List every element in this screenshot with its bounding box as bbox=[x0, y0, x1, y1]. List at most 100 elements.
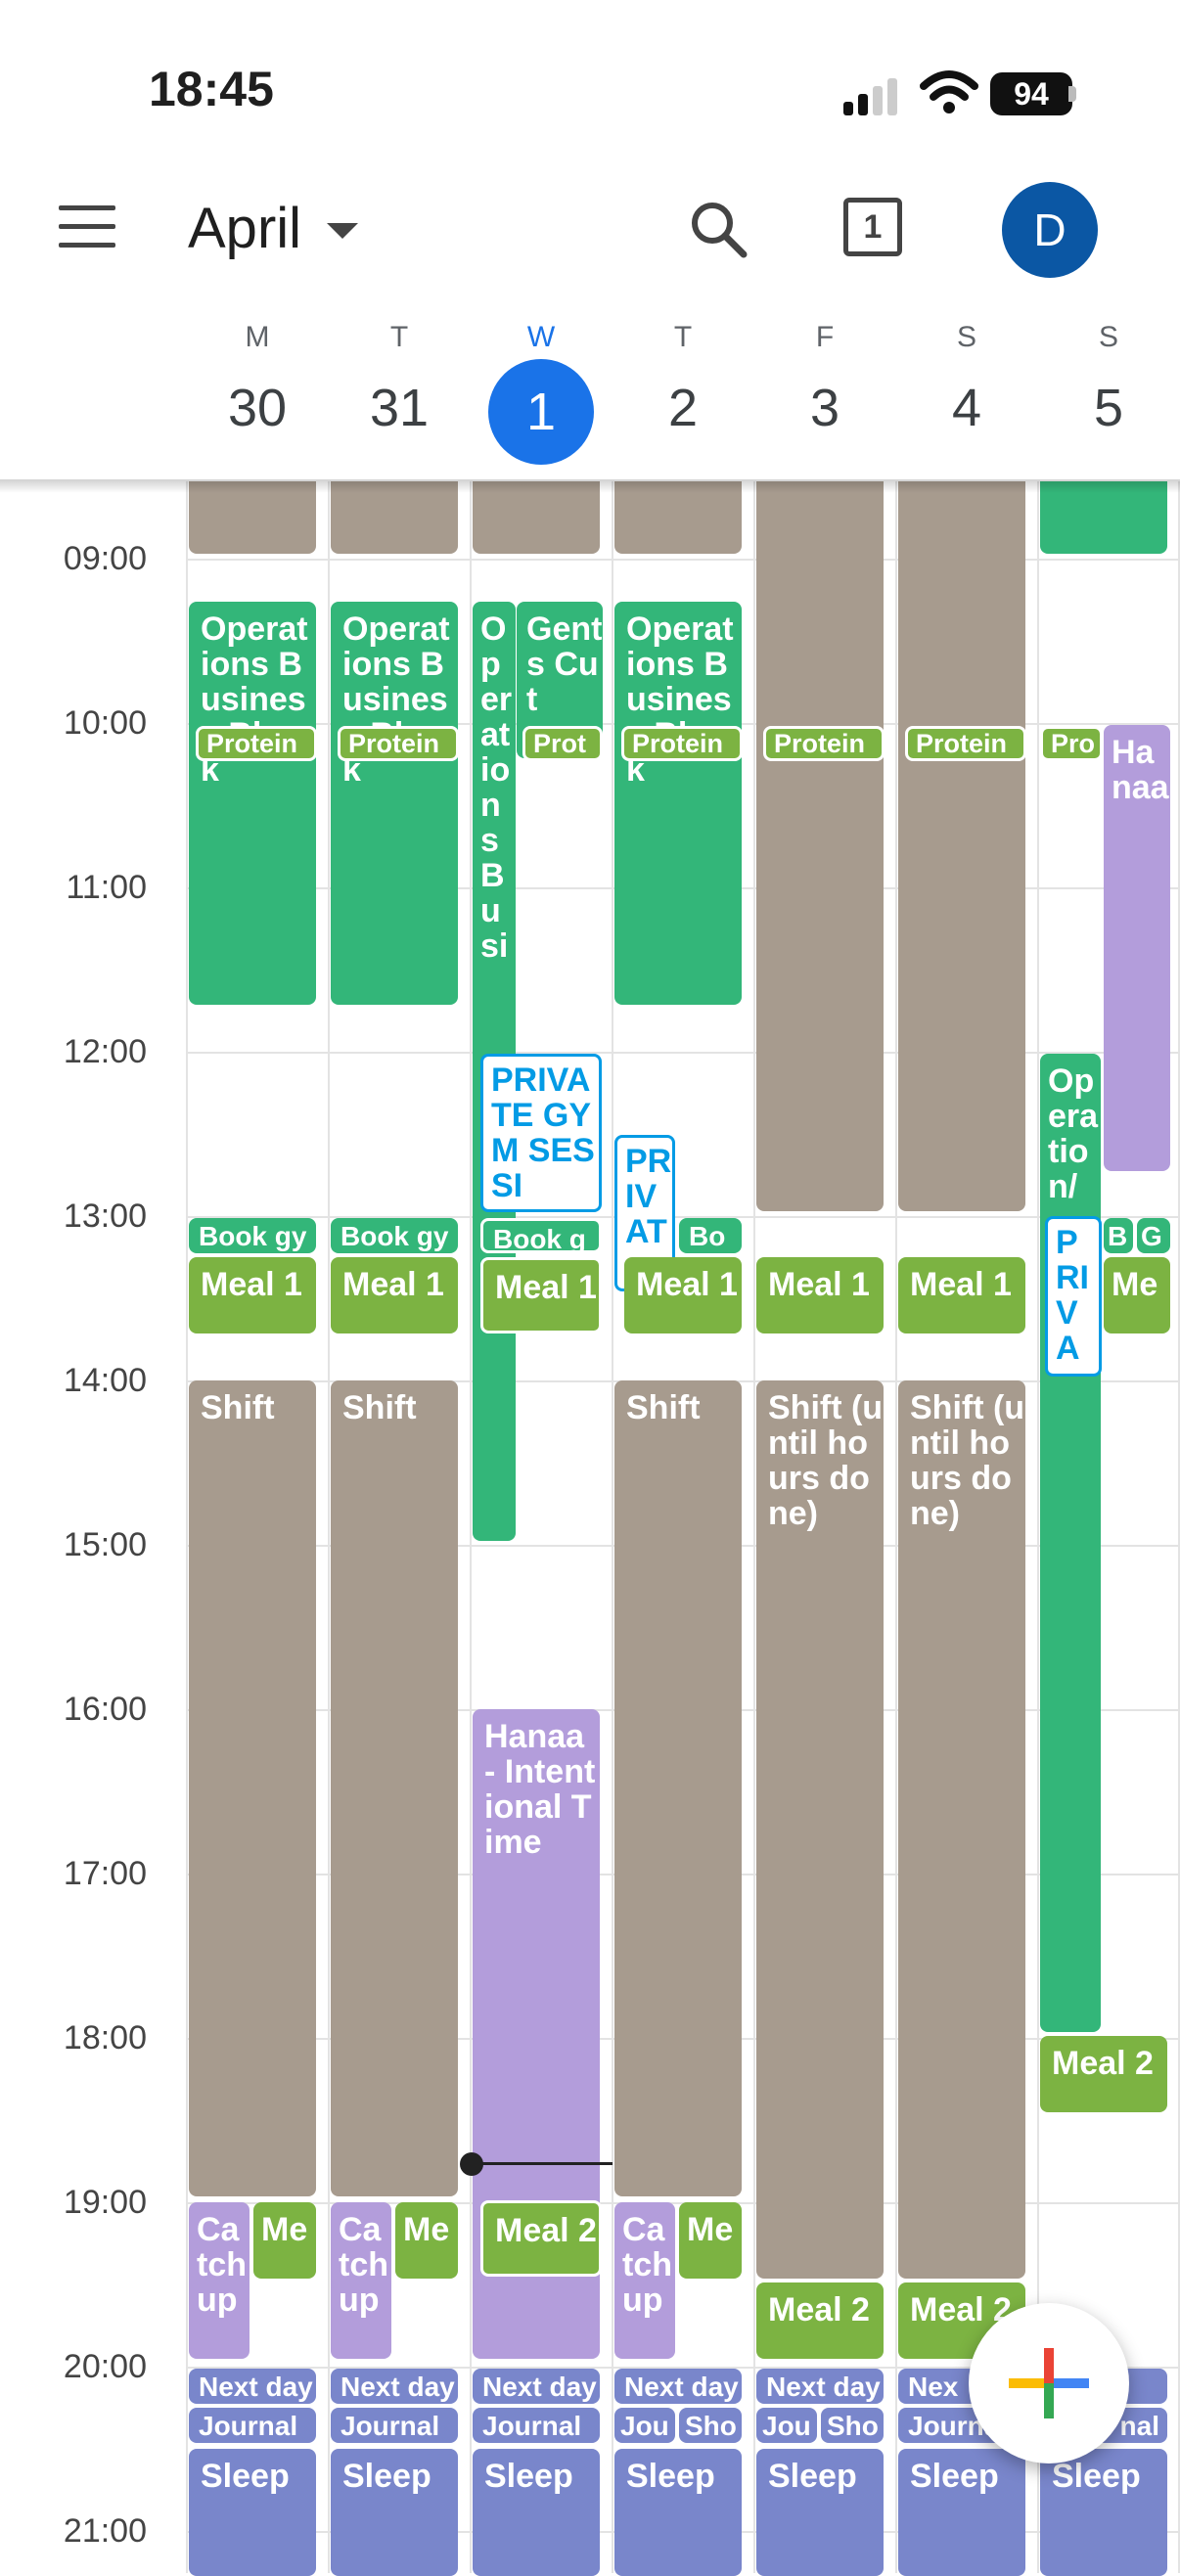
event-operations-business-block[interactable]: Operation/ bbox=[1040, 1054, 1101, 2032]
event-next-day[interactable]: Next day bbox=[756, 2369, 884, 2404]
grid-hour-line bbox=[186, 1216, 1180, 1218]
event-meal-1[interactable]: Meal 1 bbox=[756, 1257, 884, 1333]
event-catch-up[interactable]: Catch up bbox=[614, 2202, 675, 2359]
event-next-day[interactable]: Next day bbox=[473, 2369, 600, 2404]
event-meal-1[interactable]: Me bbox=[1104, 1257, 1170, 1333]
event-book-gym[interactable]: Boo bbox=[679, 1218, 742, 1253]
event-meal-1[interactable]: Meal 1 bbox=[480, 1257, 602, 1333]
grid-column-line bbox=[1178, 421, 1180, 2573]
event-shift[interactable]: Shift bbox=[614, 1380, 742, 2196]
event-operations-business-block[interactable]: Operations Business Block bbox=[331, 602, 458, 1005]
header-shadow bbox=[0, 479, 1180, 493]
day-header-mon[interactable]: M 30 bbox=[227, 321, 288, 437]
event-sleep[interactable]: Sleep bbox=[331, 2449, 458, 2576]
hour-label: 11:00 bbox=[66, 869, 147, 906]
cellular-signal-icon bbox=[843, 78, 897, 115]
event-sleep[interactable]: Sleep bbox=[756, 2449, 884, 2576]
event-journal[interactable]: Jou bbox=[756, 2408, 817, 2443]
event-book-gym[interactable]: Book gy bbox=[480, 1218, 602, 1253]
event-meal-2[interactable]: Meal 2 bbox=[1040, 2036, 1167, 2112]
event-block[interactable] bbox=[756, 470, 884, 1211]
create-event-button[interactable] bbox=[969, 2303, 1129, 2463]
event-private-gym-session[interactable]: PRIVA bbox=[1045, 1216, 1102, 1377]
grid-hour-line bbox=[186, 1052, 1180, 1054]
event-protein[interactable]: Protein bbox=[763, 726, 885, 761]
grid-column-line bbox=[470, 421, 472, 2573]
event-block[interactable] bbox=[1040, 470, 1167, 554]
event-shower[interactable]: Sho bbox=[679, 2408, 742, 2443]
grid-column-line bbox=[1037, 421, 1039, 2573]
event-next-day[interactable]: Next day bbox=[331, 2369, 458, 2404]
event-catch-up[interactable]: Catch up bbox=[331, 2202, 391, 2359]
event-hanaa[interactable]: Hanaa bbox=[1104, 725, 1170, 1171]
event-block[interactable] bbox=[614, 470, 742, 554]
hour-label: 20:00 bbox=[63, 2348, 147, 2385]
event-protein[interactable]: Protein bbox=[621, 726, 743, 761]
event-sleep[interactable]: Sleep bbox=[1040, 2449, 1167, 2576]
event-shower[interactable]: Sho bbox=[821, 2408, 884, 2443]
event-operations-business-block[interactable]: Operations Business Block bbox=[614, 602, 742, 1005]
battery-tip bbox=[1068, 86, 1076, 102]
event-meal-2[interactable]: Me bbox=[679, 2202, 742, 2279]
event-shift-until-hours-done[interactable]: Shift (until hours done) bbox=[898, 1380, 1025, 2279]
event-sleep[interactable]: Sleep bbox=[898, 2449, 1025, 2576]
hour-label: 21:00 bbox=[63, 2512, 147, 2550]
event-catch-up[interactable]: Catch up bbox=[189, 2202, 250, 2359]
event-book-gym[interactable]: Book gy bbox=[331, 1218, 458, 1253]
event-block[interactable] bbox=[473, 470, 600, 554]
event-journal[interactable]: Journal bbox=[331, 2408, 458, 2443]
event-sleep[interactable]: Sleep bbox=[473, 2449, 600, 2576]
event-block[interactable] bbox=[331, 470, 458, 554]
event-next-day[interactable]: Next day bbox=[614, 2369, 742, 2404]
event-shift[interactable]: Shift bbox=[331, 1380, 458, 2196]
event-meal-1[interactable]: Meal 1 bbox=[189, 1257, 316, 1333]
event-meal-2[interactable]: Meal 2 bbox=[480, 2200, 602, 2277]
event-shift-until-hours-done[interactable]: Shift (until hours done) bbox=[756, 1380, 884, 2279]
hour-label: 13:00 bbox=[63, 1198, 147, 1235]
event-protein[interactable]: Protein bbox=[196, 726, 317, 761]
event-sleep[interactable]: Sleep bbox=[189, 2449, 316, 2576]
event-book-gym[interactable]: Book gy bbox=[189, 1218, 316, 1253]
event-private-gym-session[interactable]: PRIVATE GYM SESSI bbox=[480, 1054, 602, 1212]
menu-icon[interactable] bbox=[59, 205, 115, 249]
event-next-day[interactable]: Next day bbox=[189, 2369, 316, 2404]
chevron-down-icon[interactable] bbox=[327, 223, 358, 239]
event-gym[interactable]: G bbox=[1137, 1218, 1170, 1253]
event-meal-1[interactable]: Meal 1 bbox=[331, 1257, 458, 1333]
event-protein[interactable]: Protein bbox=[338, 726, 459, 761]
day-header-tue[interactable]: T 31 bbox=[369, 321, 430, 437]
search-icon[interactable] bbox=[685, 196, 753, 264]
event-meal-1[interactable]: Meal 1 bbox=[624, 1257, 742, 1333]
event-sleep[interactable]: Sleep bbox=[614, 2449, 742, 2576]
event-operations-business-block[interactable]: Operations Business Block bbox=[189, 602, 316, 1005]
event-block[interactable] bbox=[898, 470, 1025, 1211]
event-journal[interactable]: Jou bbox=[614, 2408, 675, 2443]
hour-label: 15:00 bbox=[63, 1526, 147, 1563]
hour-label: 10:00 bbox=[63, 704, 147, 742]
avatar[interactable]: D bbox=[1002, 182, 1098, 278]
grid-column-line bbox=[612, 421, 613, 2573]
month-selector[interactable]: April bbox=[188, 197, 302, 260]
event-journal[interactable]: Journal bbox=[473, 2408, 600, 2443]
hour-label: 17:00 bbox=[63, 1855, 147, 1892]
event-meal-2[interactable]: Meal 2 bbox=[756, 2282, 884, 2359]
battery-icon: 94 bbox=[990, 72, 1072, 115]
event-protein[interactable]: Protein bbox=[905, 726, 1026, 761]
event-block[interactable] bbox=[189, 470, 316, 554]
event-journal[interactable]: Journal bbox=[189, 2408, 316, 2443]
event-protein[interactable]: Prot bbox=[522, 726, 603, 761]
event-meal-2[interactable]: Me bbox=[253, 2202, 316, 2279]
today-icon[interactable]: 1 bbox=[843, 198, 902, 256]
event-book-gym[interactable]: B bbox=[1104, 1218, 1133, 1253]
status-time: 18:45 bbox=[149, 62, 274, 116]
event-meal-1[interactable]: Meal 1 bbox=[898, 1257, 1025, 1333]
event-shift[interactable]: Shift bbox=[189, 1380, 316, 2196]
event-meal-2[interactable]: Me bbox=[395, 2202, 458, 2279]
grid-column-line bbox=[328, 421, 330, 2573]
event-protein[interactable]: Pro bbox=[1040, 726, 1103, 761]
